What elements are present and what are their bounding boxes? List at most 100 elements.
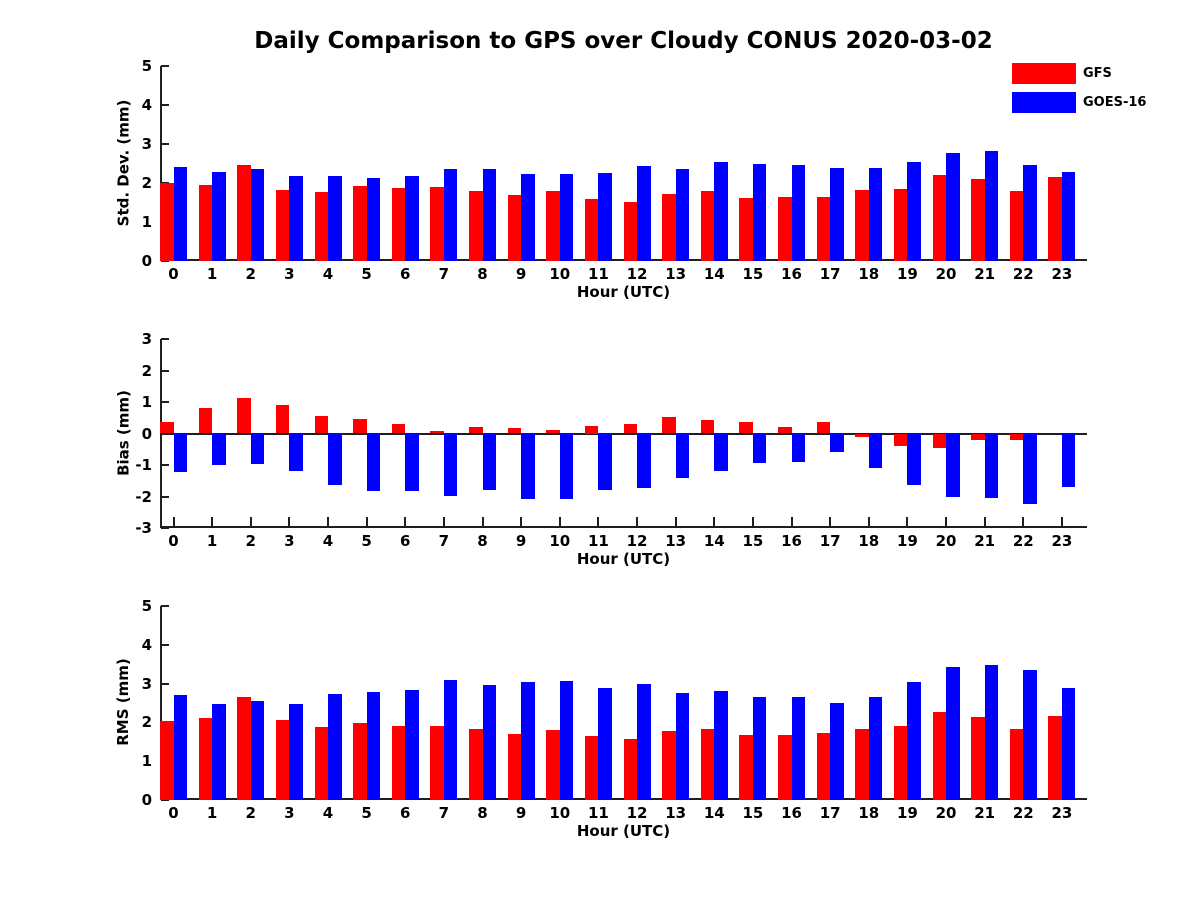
bar-gfs-h5 — [353, 418, 367, 434]
y-tick-mark — [161, 495, 169, 498]
bar-gfs-h17 — [816, 733, 831, 800]
y-tick-label: 2 — [141, 361, 152, 380]
x-tick-label: 19 — [896, 804, 918, 822]
x-tick-label: 14 — [703, 532, 725, 550]
x-tick-label: 2 — [245, 265, 256, 283]
bar-goes-16-h5 — [366, 692, 381, 800]
bar-goes-16-h20 — [946, 667, 960, 800]
x-tick-label: 17 — [819, 265, 841, 283]
bar-goes-16-h22 — [1023, 165, 1037, 261]
bar-goes-16-h1 — [212, 172, 226, 261]
bar-gfs-h22 — [1009, 190, 1024, 261]
bar-goes-16-h10 — [559, 433, 574, 500]
bar-goes-16-h19 — [907, 433, 921, 486]
bar-gfs-h4 — [314, 416, 328, 434]
x-tick-label: 17 — [819, 804, 841, 822]
bar-goes-16-h17 — [830, 433, 844, 452]
bar-gfs-h9 — [507, 428, 522, 434]
x-tick-label: 21 — [974, 265, 996, 283]
bar-goes-16-h11 — [598, 433, 612, 490]
bar-goes-16-h0 — [173, 695, 187, 800]
bar-goes-16-h6 — [405, 175, 419, 261]
x-tick-label: 6 — [400, 532, 411, 550]
bar-goes-16-h13 — [675, 168, 690, 261]
y-tick-label: 2 — [141, 713, 152, 732]
y-tick-label: -1 — [135, 456, 152, 474]
x-tick-label: 15 — [742, 804, 764, 822]
x-tick-label: 9 — [515, 532, 527, 550]
bar-gfs-h8 — [469, 728, 483, 800]
x-tick-label: 3 — [284, 265, 295, 283]
x-tick-label: 23 — [1051, 265, 1073, 283]
y-tick-label: 4 — [141, 635, 152, 654]
bar-gfs-h14 — [700, 190, 715, 261]
bar-gfs-h21 — [971, 717, 985, 800]
bar-gfs-h16 — [778, 196, 792, 261]
bar-goes-16-h2 — [250, 700, 265, 800]
x-tick-label: 5 — [361, 804, 372, 822]
bar-goes-16-h6 — [405, 689, 419, 800]
x-tick-label: 18 — [858, 804, 880, 822]
bar-goes-16-h1 — [212, 433, 226, 465]
bar-goes-16-h3 — [289, 433, 303, 471]
bar-goes-16-h3 — [289, 703, 303, 800]
bar-goes-16-h23 — [1061, 433, 1076, 488]
chart-title: Daily Comparison to GPS over Cloudy CONU… — [254, 28, 993, 54]
x-tick-mark — [906, 517, 909, 526]
bar-gfs-h5 — [353, 186, 367, 261]
bar-gfs-h0 — [160, 720, 174, 800]
bar-gfs-h4 — [314, 727, 328, 800]
bar-goes-16-h17 — [830, 703, 844, 800]
x-tick-label: 1 — [206, 532, 218, 550]
bar-goes-16-h16 — [791, 433, 805, 462]
x-tick-label: 1 — [206, 804, 218, 822]
bar-gfs-h13 — [662, 193, 676, 261]
bar-goes-16-h18 — [868, 696, 883, 800]
bar-goes-16-h5 — [366, 178, 381, 261]
bar-gfs-h0 — [160, 422, 174, 434]
bar-goes-16-h8 — [482, 168, 496, 261]
x-tick-label: 19 — [896, 265, 918, 283]
x-tick-label: 0 — [168, 265, 179, 283]
bar-gfs-h12 — [623, 424, 637, 434]
bar-goes-16-h7 — [443, 168, 458, 261]
x-tick-label: 8 — [477, 804, 488, 822]
bar-gfs-h15 — [739, 734, 753, 800]
bar-gfs-h10 — [546, 729, 560, 800]
bar-goes-16-h15 — [752, 433, 767, 464]
bar-gfs-h12 — [623, 201, 637, 261]
x-tick-mark — [365, 517, 368, 526]
bar-gfs-h10 — [546, 429, 560, 434]
bar-gfs-h7 — [430, 186, 444, 261]
x-tick-mark — [713, 517, 716, 526]
x-tick-label: 21 — [974, 532, 996, 550]
bar-goes-16-h21 — [984, 433, 999, 499]
y-axis-label: Bias (mm) — [114, 389, 132, 476]
x-tick-label: 3 — [284, 804, 295, 822]
bar-goes-16-h13 — [675, 433, 690, 478]
x-tick-label: 7 — [438, 804, 450, 822]
y-tick-mark — [161, 401, 169, 403]
legend: GFS GOES-16 — [1012, 63, 1146, 121]
bar-gfs-h18 — [855, 190, 869, 261]
y-axis-label: Std. Dev. (mm) — [114, 99, 132, 226]
bar-goes-16-h7 — [443, 433, 458, 496]
bar-gfs-h13 — [662, 730, 676, 800]
bar-gfs-h16 — [778, 734, 792, 800]
x-tick-label: 16 — [781, 804, 802, 822]
x-tick-label: 5 — [361, 532, 372, 550]
x-tick-label: 4 — [322, 265, 334, 283]
bar-gfs-h19 — [893, 188, 908, 261]
bar-gfs-h7 — [430, 431, 444, 434]
legend-item-gfs: GFS — [1012, 63, 1146, 84]
bar-goes-16-h6 — [405, 433, 419, 492]
x-tick-mark — [867, 517, 870, 526]
x-tick-mark — [404, 517, 407, 526]
bar-gfs-h8 — [469, 426, 483, 434]
bar-goes-16-h22 — [1023, 670, 1037, 800]
bar-gfs-h14 — [700, 419, 715, 434]
x-tick-label: 20 — [935, 532, 957, 550]
y-tick-label: -3 — [135, 519, 152, 537]
bar-gfs-h3 — [275, 405, 290, 434]
x-tick-label: 12 — [626, 265, 648, 283]
